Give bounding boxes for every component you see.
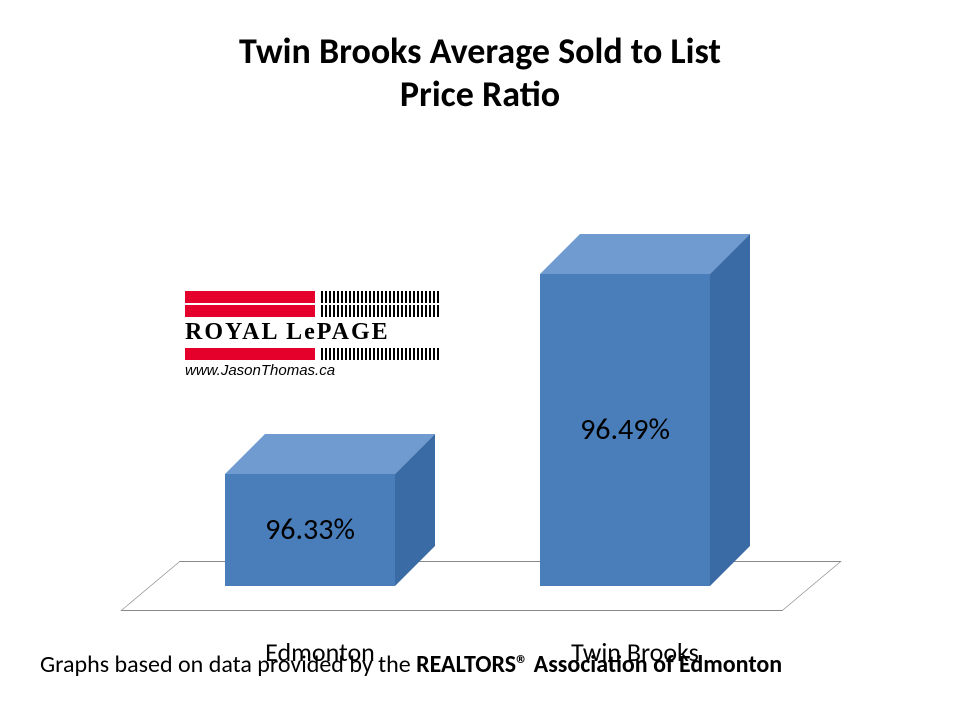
logo-url-text: www.JasonThomas.ca <box>185 362 445 379</box>
chart-title: Twin Brooks Average Sold to List Price R… <box>0 0 960 116</box>
logo-stripe-row-1 <box>185 291 445 303</box>
logo-ticks <box>321 305 445 317</box>
bar-value-label: 96.33% <box>225 511 395 548</box>
logo-red-block <box>185 291 315 303</box>
logo-ticks <box>321 291 445 303</box>
chart-title-line1: Twin Brooks Average Sold to List <box>0 30 960 73</box>
logo-stripe-row-3 <box>185 348 445 360</box>
logo-red-block <box>185 348 315 360</box>
logo-brand-text: ROYAL LePAGE <box>185 319 445 346</box>
bar-side-face <box>710 234 750 586</box>
logo-red-block <box>185 305 315 317</box>
chart-area: ROYAL LePAGE www.JasonThomas.ca 96.33%Ed… <box>0 116 960 616</box>
footer-prefix: Graphs based on data provided by the <box>40 650 416 679</box>
bar: 96.49% <box>540 274 710 586</box>
bar: 96.33% <box>225 474 395 586</box>
data-source-footer: Graphs based on data provided by the REA… <box>40 650 782 679</box>
chart-title-line2: Price Ratio <box>0 73 960 116</box>
logo-ticks <box>321 348 445 360</box>
logo-stripe-row-2 <box>185 305 445 317</box>
footer-bold: REALTORS® Association of Edmonton <box>416 650 782 679</box>
royal-lepage-logo: ROYAL LePAGE www.JasonThomas.ca <box>185 291 445 379</box>
bar-value-label: 96.49% <box>540 411 710 448</box>
